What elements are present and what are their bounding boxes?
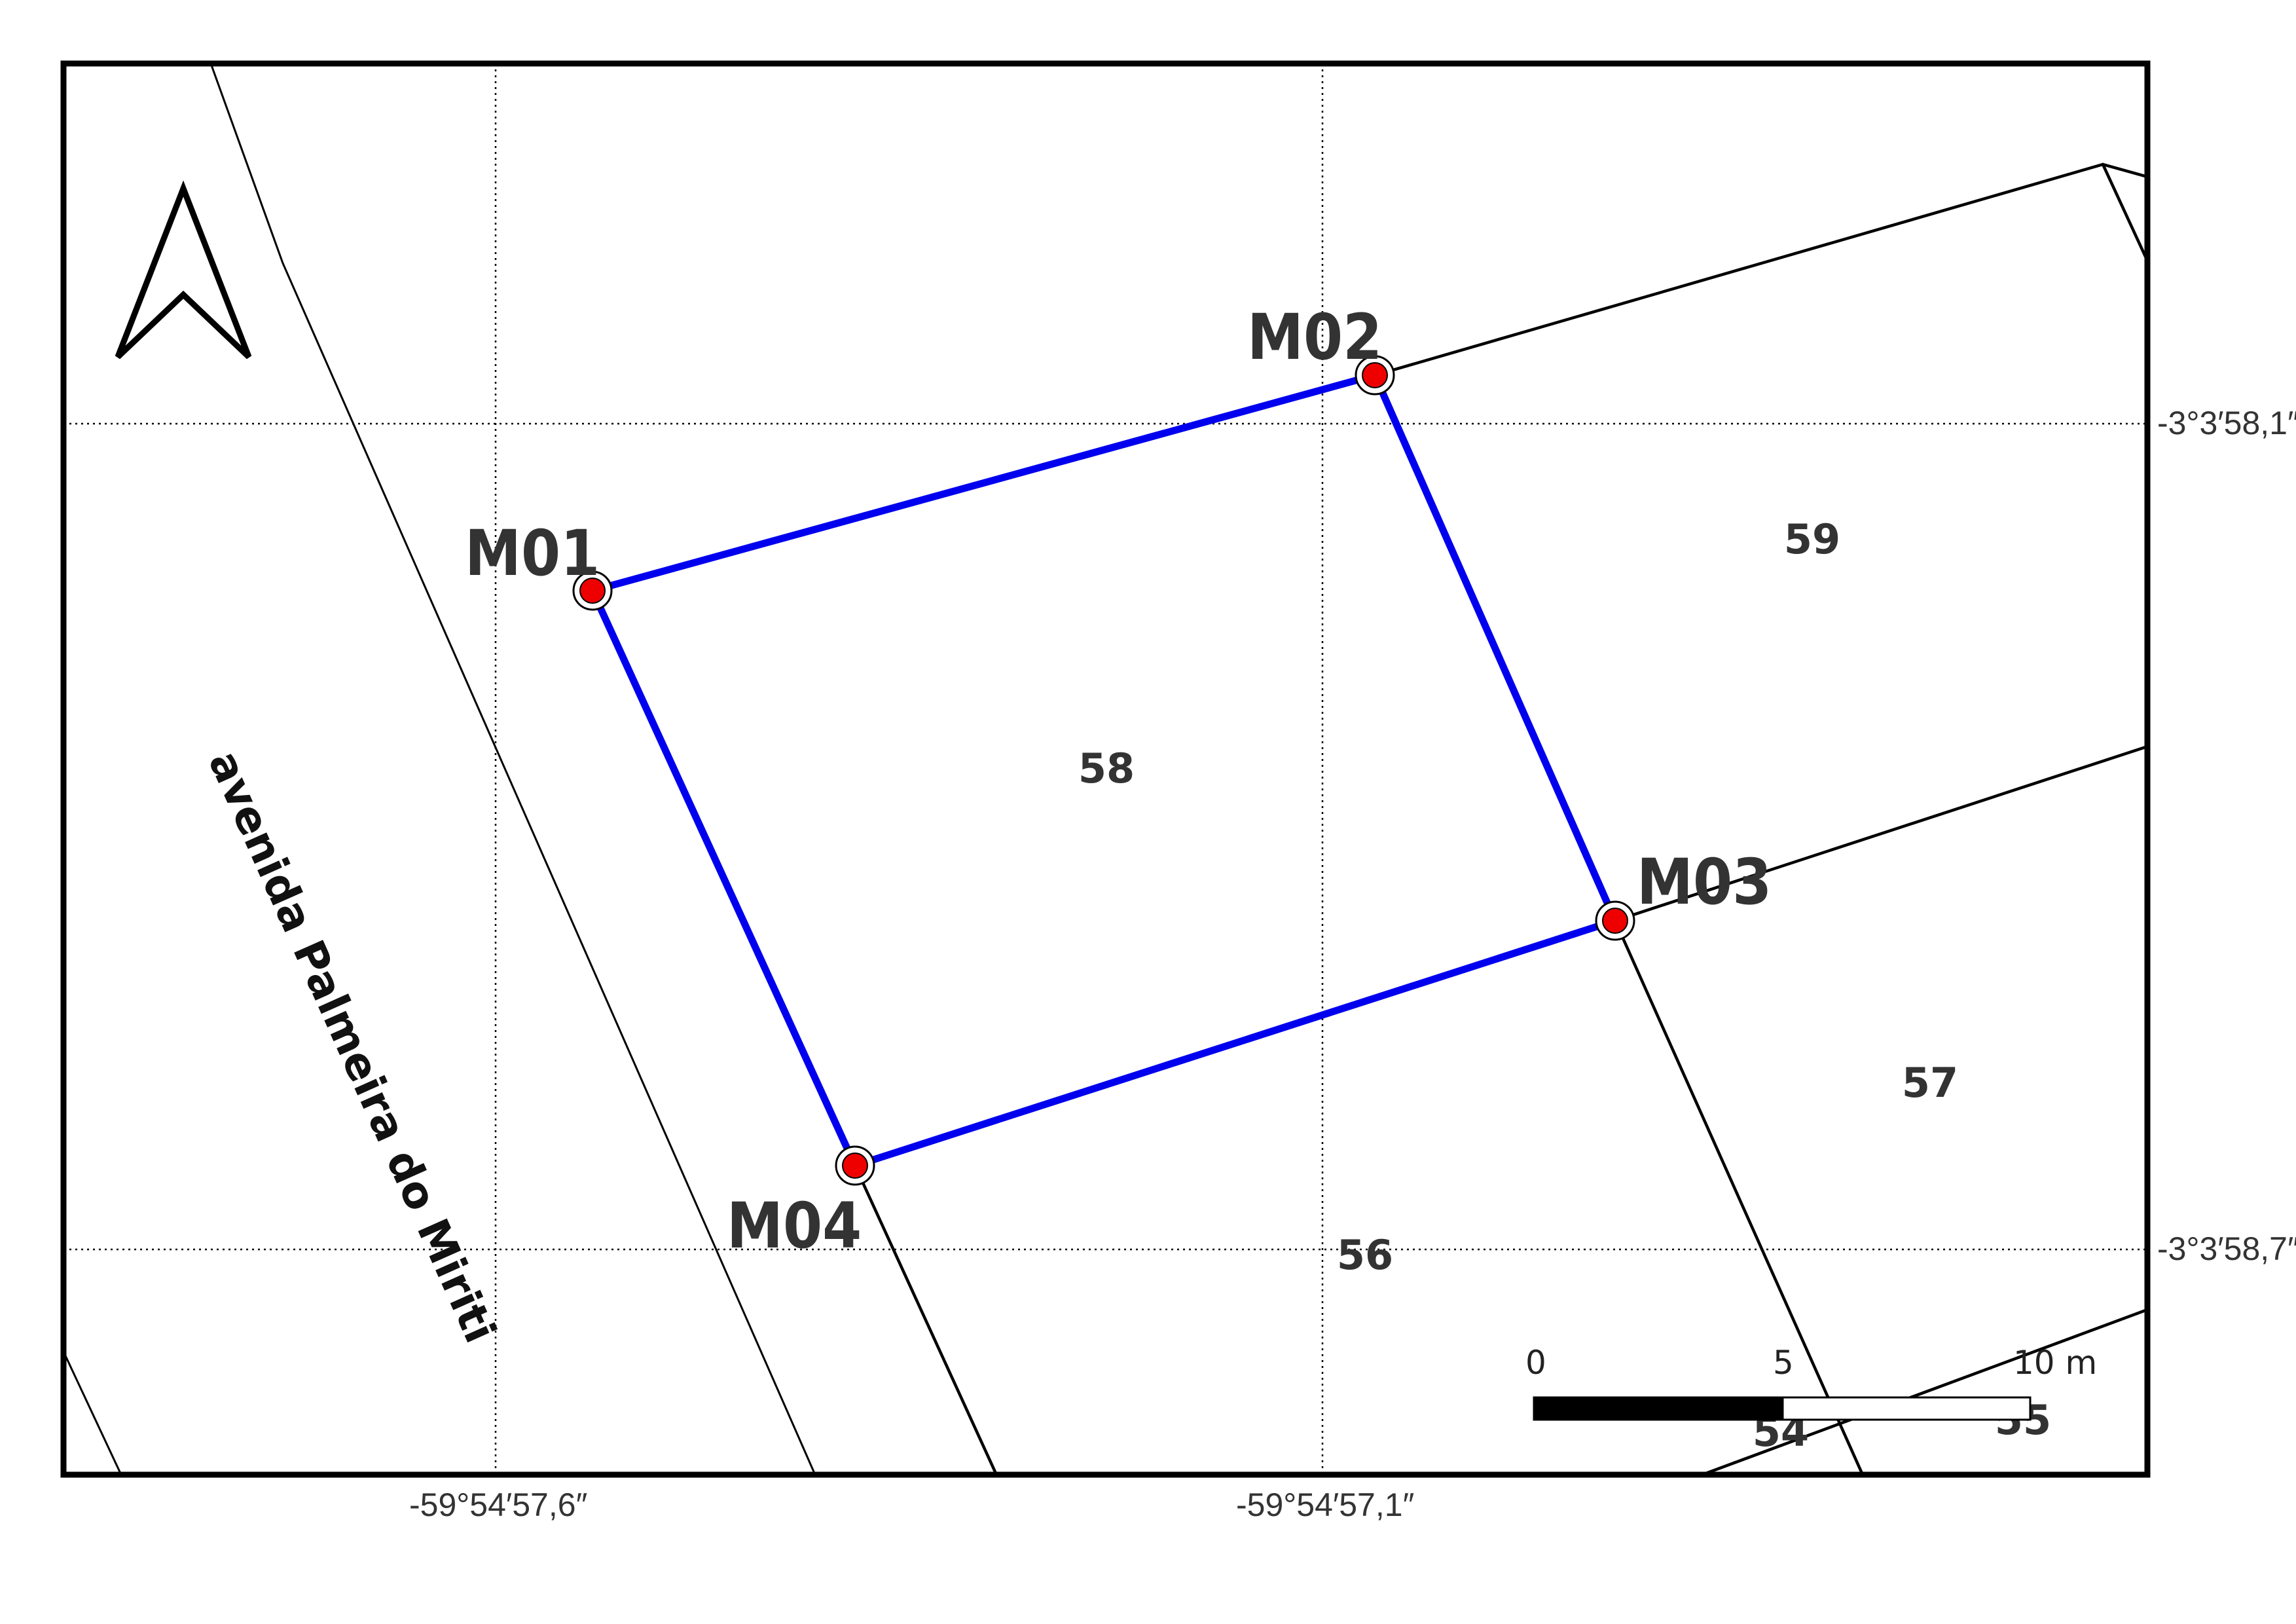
scale-label-5: 5 [1773, 1344, 1794, 1382]
parcel-boundary-m03-east [1613, 745, 2147, 923]
coord-label-lat-bottom: -3°3′58,7″ [2157, 1230, 2296, 1267]
vertex-label-m02: M02 [1247, 301, 1382, 374]
vertex-label-m01: M01 [465, 517, 600, 590]
lot-label-56: 56 [1337, 1231, 1393, 1279]
scale-label-0: 0 [1525, 1344, 1546, 1382]
boundary-m04-m01 [589, 587, 859, 1170]
parcel-boundary-southeast [1700, 1308, 2147, 1475]
street-label: avenida Palmeira do Miriti [198, 743, 505, 1350]
lot-label-57: 57 [1902, 1059, 1958, 1107]
vertex-marker-m01[interactable] [572, 570, 613, 611]
road-edge-west-small [64, 1351, 122, 1475]
coord-label-lat-top: -3°3′58,1″ [2157, 405, 2296, 441]
map-frame [60, 60, 2151, 1478]
coord-label-lon-left: -59°54′57,6″ [409, 1486, 587, 1523]
vertex-label-m04: M04 [727, 1189, 862, 1263]
scale-bar: 0 5 10 m [1525, 1344, 2097, 1421]
parcel-boundary-m04-south [853, 1164, 998, 1475]
vertex-marker-m04[interactable] [835, 1145, 875, 1186]
coord-label-lon-right: -59°54′57,1″ [1236, 1486, 1414, 1523]
parcel-boundary-corner-ne [2101, 162, 2147, 179]
lot-label-58: 58 [1078, 745, 1135, 792]
boundary-m02-m03 [1371, 371, 1619, 925]
lot-58-boundary [589, 371, 1619, 1170]
boundary-m01-m02 [589, 371, 1379, 595]
lot-label-59: 59 [1784, 515, 1840, 563]
vertex-label-m03: M03 [1637, 845, 1772, 919]
parcel-boundary-m03-south [1613, 919, 1865, 1475]
road-edge-west [210, 64, 816, 1475]
boundary-m03-m04 [851, 917, 1619, 1170]
map-content [64, 64, 2147, 1475]
scale-label-10: 10 m [2013, 1344, 2097, 1382]
parcel-boundary-north [1373, 162, 2105, 377]
north-arrow-icon [115, 180, 252, 360]
vertex-marker-m02[interactable] [1355, 355, 1395, 396]
vertex-marker-m03[interactable] [1595, 900, 1635, 941]
